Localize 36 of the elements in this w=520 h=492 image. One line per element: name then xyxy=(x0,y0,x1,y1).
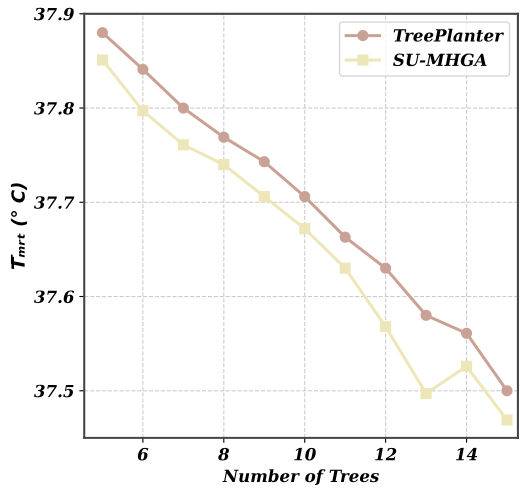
point xyxy=(340,262,351,274)
point xyxy=(501,414,513,426)
point xyxy=(178,139,189,150)
point xyxy=(258,156,270,168)
y-tick-label: 37.8 xyxy=(34,102,74,115)
point xyxy=(218,132,230,143)
point xyxy=(420,310,432,321)
y-tick-label: 37.5 xyxy=(34,384,74,398)
legend-label: SU-MHGA xyxy=(393,54,487,66)
y-tick-label: 37.6 xyxy=(34,290,74,304)
y-tick-label: 37.9 xyxy=(34,8,74,20)
y-tick-label: 37.7 xyxy=(34,196,74,209)
x-axis-title: Number of Trees xyxy=(222,469,379,486)
point xyxy=(137,105,148,116)
point xyxy=(380,321,392,332)
point xyxy=(420,388,432,400)
x-tick-label: 14 xyxy=(456,448,478,460)
point xyxy=(178,102,189,114)
point xyxy=(218,159,230,170)
x-tick-label: 8 xyxy=(218,448,229,461)
x-tick-label: 10 xyxy=(294,448,316,461)
x-tick-label: 12 xyxy=(375,448,396,460)
point xyxy=(460,360,472,372)
point xyxy=(460,328,472,339)
point xyxy=(137,64,148,75)
point xyxy=(96,54,108,66)
point xyxy=(501,385,513,396)
y-axis-title: T̅ₘᵣₜ (° C) xyxy=(10,183,27,270)
point xyxy=(380,262,392,274)
point xyxy=(340,232,351,243)
legend-label: TreePlanter xyxy=(394,28,504,42)
point xyxy=(299,191,310,202)
x-tick-label: 6 xyxy=(138,448,148,461)
point xyxy=(299,223,310,234)
point xyxy=(258,191,270,202)
point xyxy=(96,27,108,38)
